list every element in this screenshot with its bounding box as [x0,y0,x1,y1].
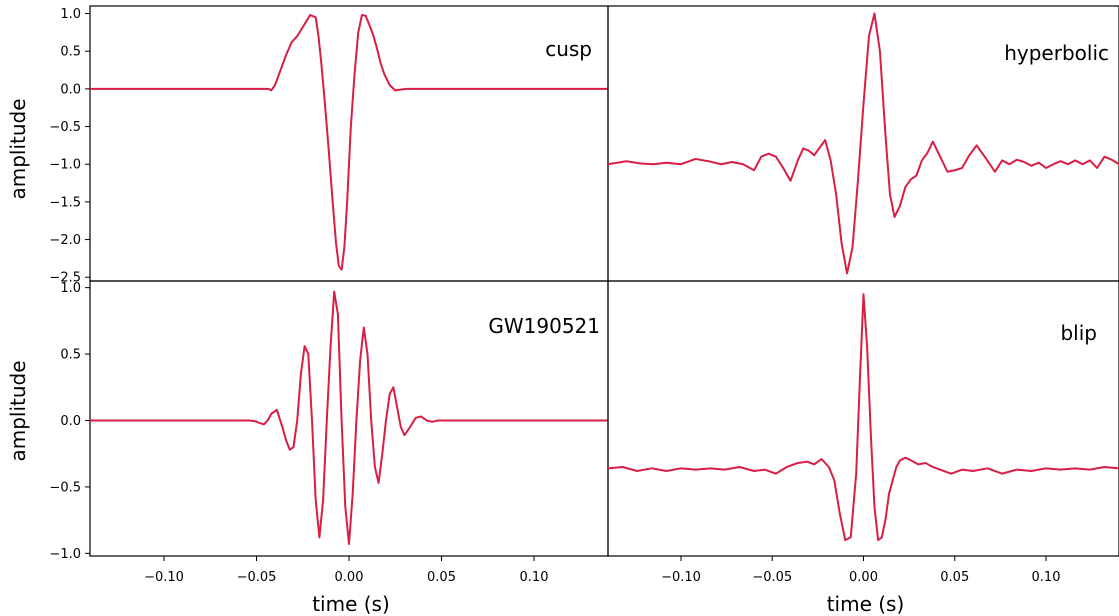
y-tick-label: 0.0 [60,82,81,97]
y-tick-label: −0.5 [49,120,81,135]
x-tick-label: 0.05 [427,570,456,585]
panel-label: GW190521 [488,314,600,338]
x-tick-label: 0.00 [849,570,878,585]
axes-frame [89,5,609,282]
y-tick-label: −1.0 [49,158,81,173]
x-tick-label: −0.05 [752,570,792,585]
x-tick-label: −0.05 [237,570,277,585]
panel-hyperbolic: hyperbolic [607,5,1119,282]
y-tick-label: 1.0 [60,281,81,296]
y-tick-label: −2.0 [49,233,81,248]
x-tick-label: 0.00 [335,570,364,585]
series-line [90,290,608,546]
x-axis-label: time (s) [827,592,905,616]
series-line [90,14,608,271]
panel-label: cusp [545,37,592,61]
y-tick-label: −2.5 [49,271,81,286]
y-tick-label: 0.5 [60,348,81,363]
y-tick-label: 0.0 [60,414,81,429]
series-line [608,293,1119,542]
axes-frame [607,280,1119,557]
x-tick-label: 0.05 [940,570,969,585]
panel-cusp: 1.0 0.5 0.0 −0.5 −1.0 −1.5 −2.0 −2.5 cusp amplitu… [6,5,609,286]
series-line [608,12,1119,275]
panel-label: hyperbolic [1004,41,1109,65]
x-axis-label: time (s) [312,592,390,616]
y-axis-label: amplitude [6,360,30,461]
x-tick-label: −0.10 [661,570,701,585]
x-tick-label: −0.10 [144,570,184,585]
y-axis-label: amplitude [6,98,30,199]
x-tick-label: 0.10 [520,570,549,585]
y-tick-label: −0.5 [49,480,81,495]
y-tick-label: 1.0 [60,7,81,22]
y-tick-label: −1.0 [49,547,81,562]
y-tick-label: 0.5 [60,45,81,60]
panel-label: blip [1060,321,1097,345]
panel-blip: −0.10 −0.05 0.00 0.05 0.10 blip time (s) [607,280,1119,616]
x-tick-label: 0.10 [1032,570,1061,585]
panel-gw190521: 1.0 0.5 0.0 −0.5 −1.0 −0.10 −0.05 0.00 0.05 0.10 G… [6,280,609,616]
y-tick-label: −1.5 [49,195,81,210]
